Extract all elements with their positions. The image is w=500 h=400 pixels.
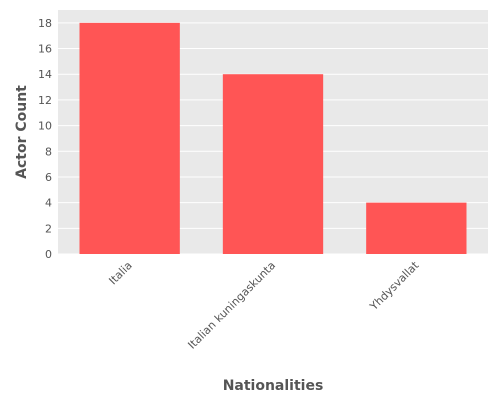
y-tick-label: 16 bbox=[38, 43, 52, 56]
y-tick-label: 4 bbox=[45, 197, 52, 210]
y-tick-label: 6 bbox=[45, 171, 52, 184]
y-tick-label: 14 bbox=[38, 68, 52, 81]
bars bbox=[79, 22, 467, 255]
x-tick-labels: Italia Italian kuningaskunta Yhdysvallat bbox=[106, 258, 422, 351]
y-tick-labels: 0 2 4 6 8 10 12 14 16 18 bbox=[38, 17, 52, 261]
x-axis-title: Nationalities bbox=[223, 378, 324, 394]
y-tick-label: 8 bbox=[45, 145, 52, 158]
bar bbox=[79, 22, 180, 255]
y-tick-label: 10 bbox=[38, 120, 52, 133]
x-tick-label: Yhdysvallat bbox=[367, 258, 422, 313]
y-tick-label: 2 bbox=[45, 222, 52, 235]
y-tick-label: 0 bbox=[45, 248, 52, 261]
bar bbox=[222, 74, 324, 254]
x-tick-label: Italia bbox=[106, 259, 134, 287]
x-tick-label: Italian kuningaskunta bbox=[185, 259, 278, 352]
bar bbox=[366, 202, 467, 254]
y-tick-label: 12 bbox=[38, 94, 52, 107]
y-axis-title: Actor Count bbox=[14, 85, 30, 179]
y-tick-label: 18 bbox=[38, 17, 52, 30]
